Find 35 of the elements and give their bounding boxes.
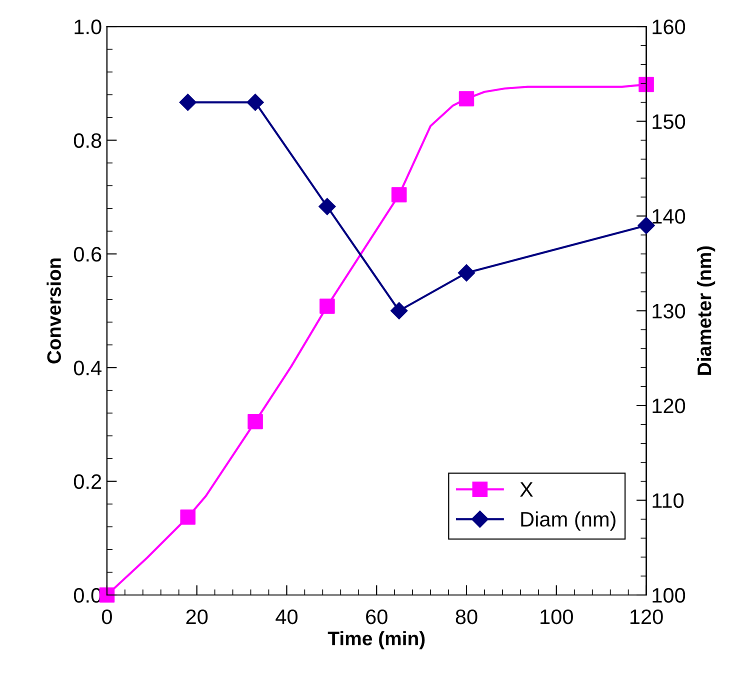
- y-tick-label: 0.4: [74, 360, 102, 376]
- point: [246, 94, 264, 111]
- y2-tick-label: 150: [652, 114, 686, 130]
- legend-label: X: [520, 482, 533, 497]
- legend-label: Diam (nm): [521, 511, 616, 531]
- point: [320, 298, 335, 314]
- x-tick-label: 100: [540, 609, 573, 624]
- point: [638, 76, 654, 92]
- y2-tick-label: 110: [652, 493, 684, 508]
- y2-tick-label: 130: [652, 304, 686, 319]
- x-tick-label: 20: [186, 609, 208, 624]
- y-tick-label: 0.8: [74, 133, 102, 148]
- point: [179, 94, 196, 111]
- x-tick-label: 60: [366, 609, 388, 624]
- y2-tick-label: 100: [652, 588, 686, 603]
- x-tick-label: 120: [630, 609, 663, 624]
- x-tick-label: 40: [276, 609, 298, 624]
- x-tick-label: 0: [102, 609, 112, 624]
- x-tick-label: 80: [456, 609, 478, 624]
- point: [458, 91, 474, 106]
- x-axis-title: Time (min): [328, 631, 425, 650]
- point: [458, 264, 476, 282]
- point: [390, 302, 408, 320]
- point: [248, 414, 263, 430]
- y2-axis-title: Diameter (nm): [697, 246, 716, 375]
- y-tick-label: 1.0: [74, 20, 102, 34]
- y2-tick-label: 140: [652, 209, 686, 224]
- point: [391, 187, 407, 202]
- y-tick-label: 0.2: [74, 474, 102, 490]
- point: [180, 509, 196, 525]
- y-tick-label: 0.6: [74, 246, 102, 262]
- y2-tick-label: 160: [652, 20, 686, 34]
- y-axis-title: Conversion: [46, 258, 61, 364]
- y2-tick-label: 120: [652, 398, 686, 414]
- point: [318, 198, 336, 216]
